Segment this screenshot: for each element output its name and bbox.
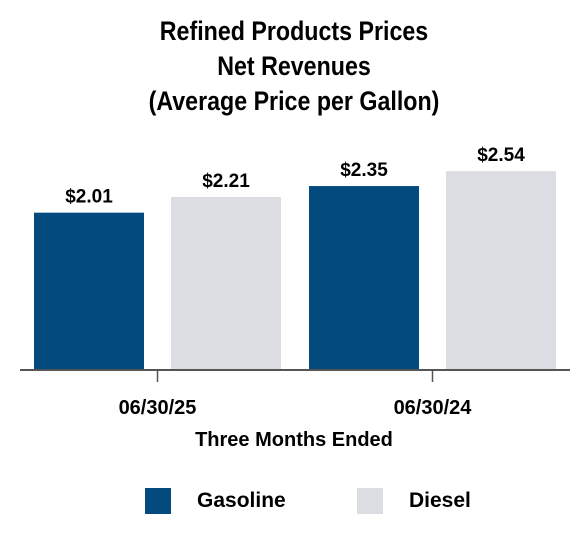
data-label-diesel-1: $2.54 — [477, 145, 525, 166]
legend-label-diesel: Diesel — [409, 489, 471, 512]
bar-diesel-0 — [171, 197, 281, 370]
chart-title-line-1: Refined Products Prices — [159, 16, 429, 46]
bar-gasoline-1 — [309, 186, 419, 370]
x-tick-label-1: 06/30/24 — [394, 397, 473, 419]
legend-label-gasoline: Gasoline — [197, 489, 286, 512]
chart-title-line-3: (Average Price per Gallon) — [148, 86, 440, 116]
legend-item-gasoline: Gasoline — [145, 488, 286, 514]
x-tick-label-0: 06/30/25 — [119, 397, 197, 419]
data-label-gasoline-0: $2.01 — [65, 187, 113, 208]
legend-item-diesel: Diesel — [357, 488, 471, 514]
bar-gasoline-0 — [34, 212, 144, 370]
legend-swatch-gasoline — [145, 488, 171, 514]
data-label-diesel-0: $2.21 — [202, 171, 250, 192]
legend: Gasoline Diesel — [0, 488, 588, 518]
x-axis-title: Three Months Ended — [195, 429, 393, 451]
chart-title-line-2: Net Revenues — [217, 51, 371, 81]
bar-diesel-1 — [446, 171, 556, 370]
legend-swatch-diesel — [357, 488, 383, 514]
data-label-gasoline-1: $2.35 — [340, 160, 388, 181]
chart-title: Refined Products Prices Net Revenues (Av… — [41, 14, 547, 119]
